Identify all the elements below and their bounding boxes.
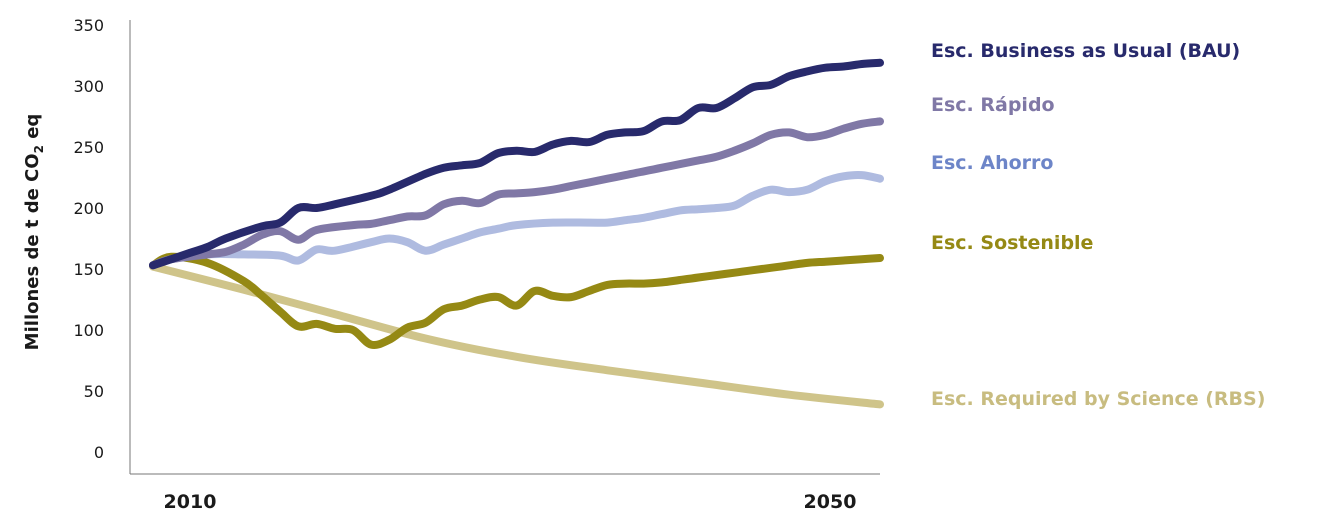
legend-label-rapido: Esc. Rápido: [931, 94, 1055, 116]
y-tick-label: 150: [73, 260, 104, 279]
series-line-ahorro: [149, 170, 884, 270]
series-line-rbs: [149, 262, 884, 409]
y-tick-label: 200: [73, 199, 104, 218]
series-line-rapido: [149, 117, 884, 270]
x-tick-label: 2010: [164, 491, 217, 513]
legend-label-bau: Esc. Business as Usual (BAU): [931, 40, 1240, 62]
y-tick-label: 300: [73, 77, 104, 96]
legend-label-ahorro: Esc. Ahorro: [931, 152, 1053, 174]
legend: Esc. Business as Usual (BAU) Esc. Rápido E…: [931, 40, 1265, 410]
y-tick-labels: 0 50 100 150 200 250 300 350: [73, 16, 104, 462]
y-tick-label: 50: [84, 382, 104, 401]
legend-label-sostenible: Esc. Sostenible: [931, 232, 1093, 254]
y-tick-label: 100: [73, 321, 104, 340]
series-line-bau: [149, 58, 884, 270]
series-lines: [149, 58, 884, 409]
y-tick-label: 250: [73, 138, 104, 157]
y-tick-label: 0: [94, 443, 104, 462]
y-axis-label: Millones de t de CO2 eq: [22, 114, 46, 351]
x-tick-label: 2050: [804, 491, 857, 513]
legend-label-rbs: Esc. Required by Science (RBS): [931, 388, 1265, 410]
y-tick-label: 350: [73, 16, 104, 35]
series-line-sostenible: [149, 252, 884, 349]
x-tick-labels: 2010 2050: [164, 491, 857, 513]
